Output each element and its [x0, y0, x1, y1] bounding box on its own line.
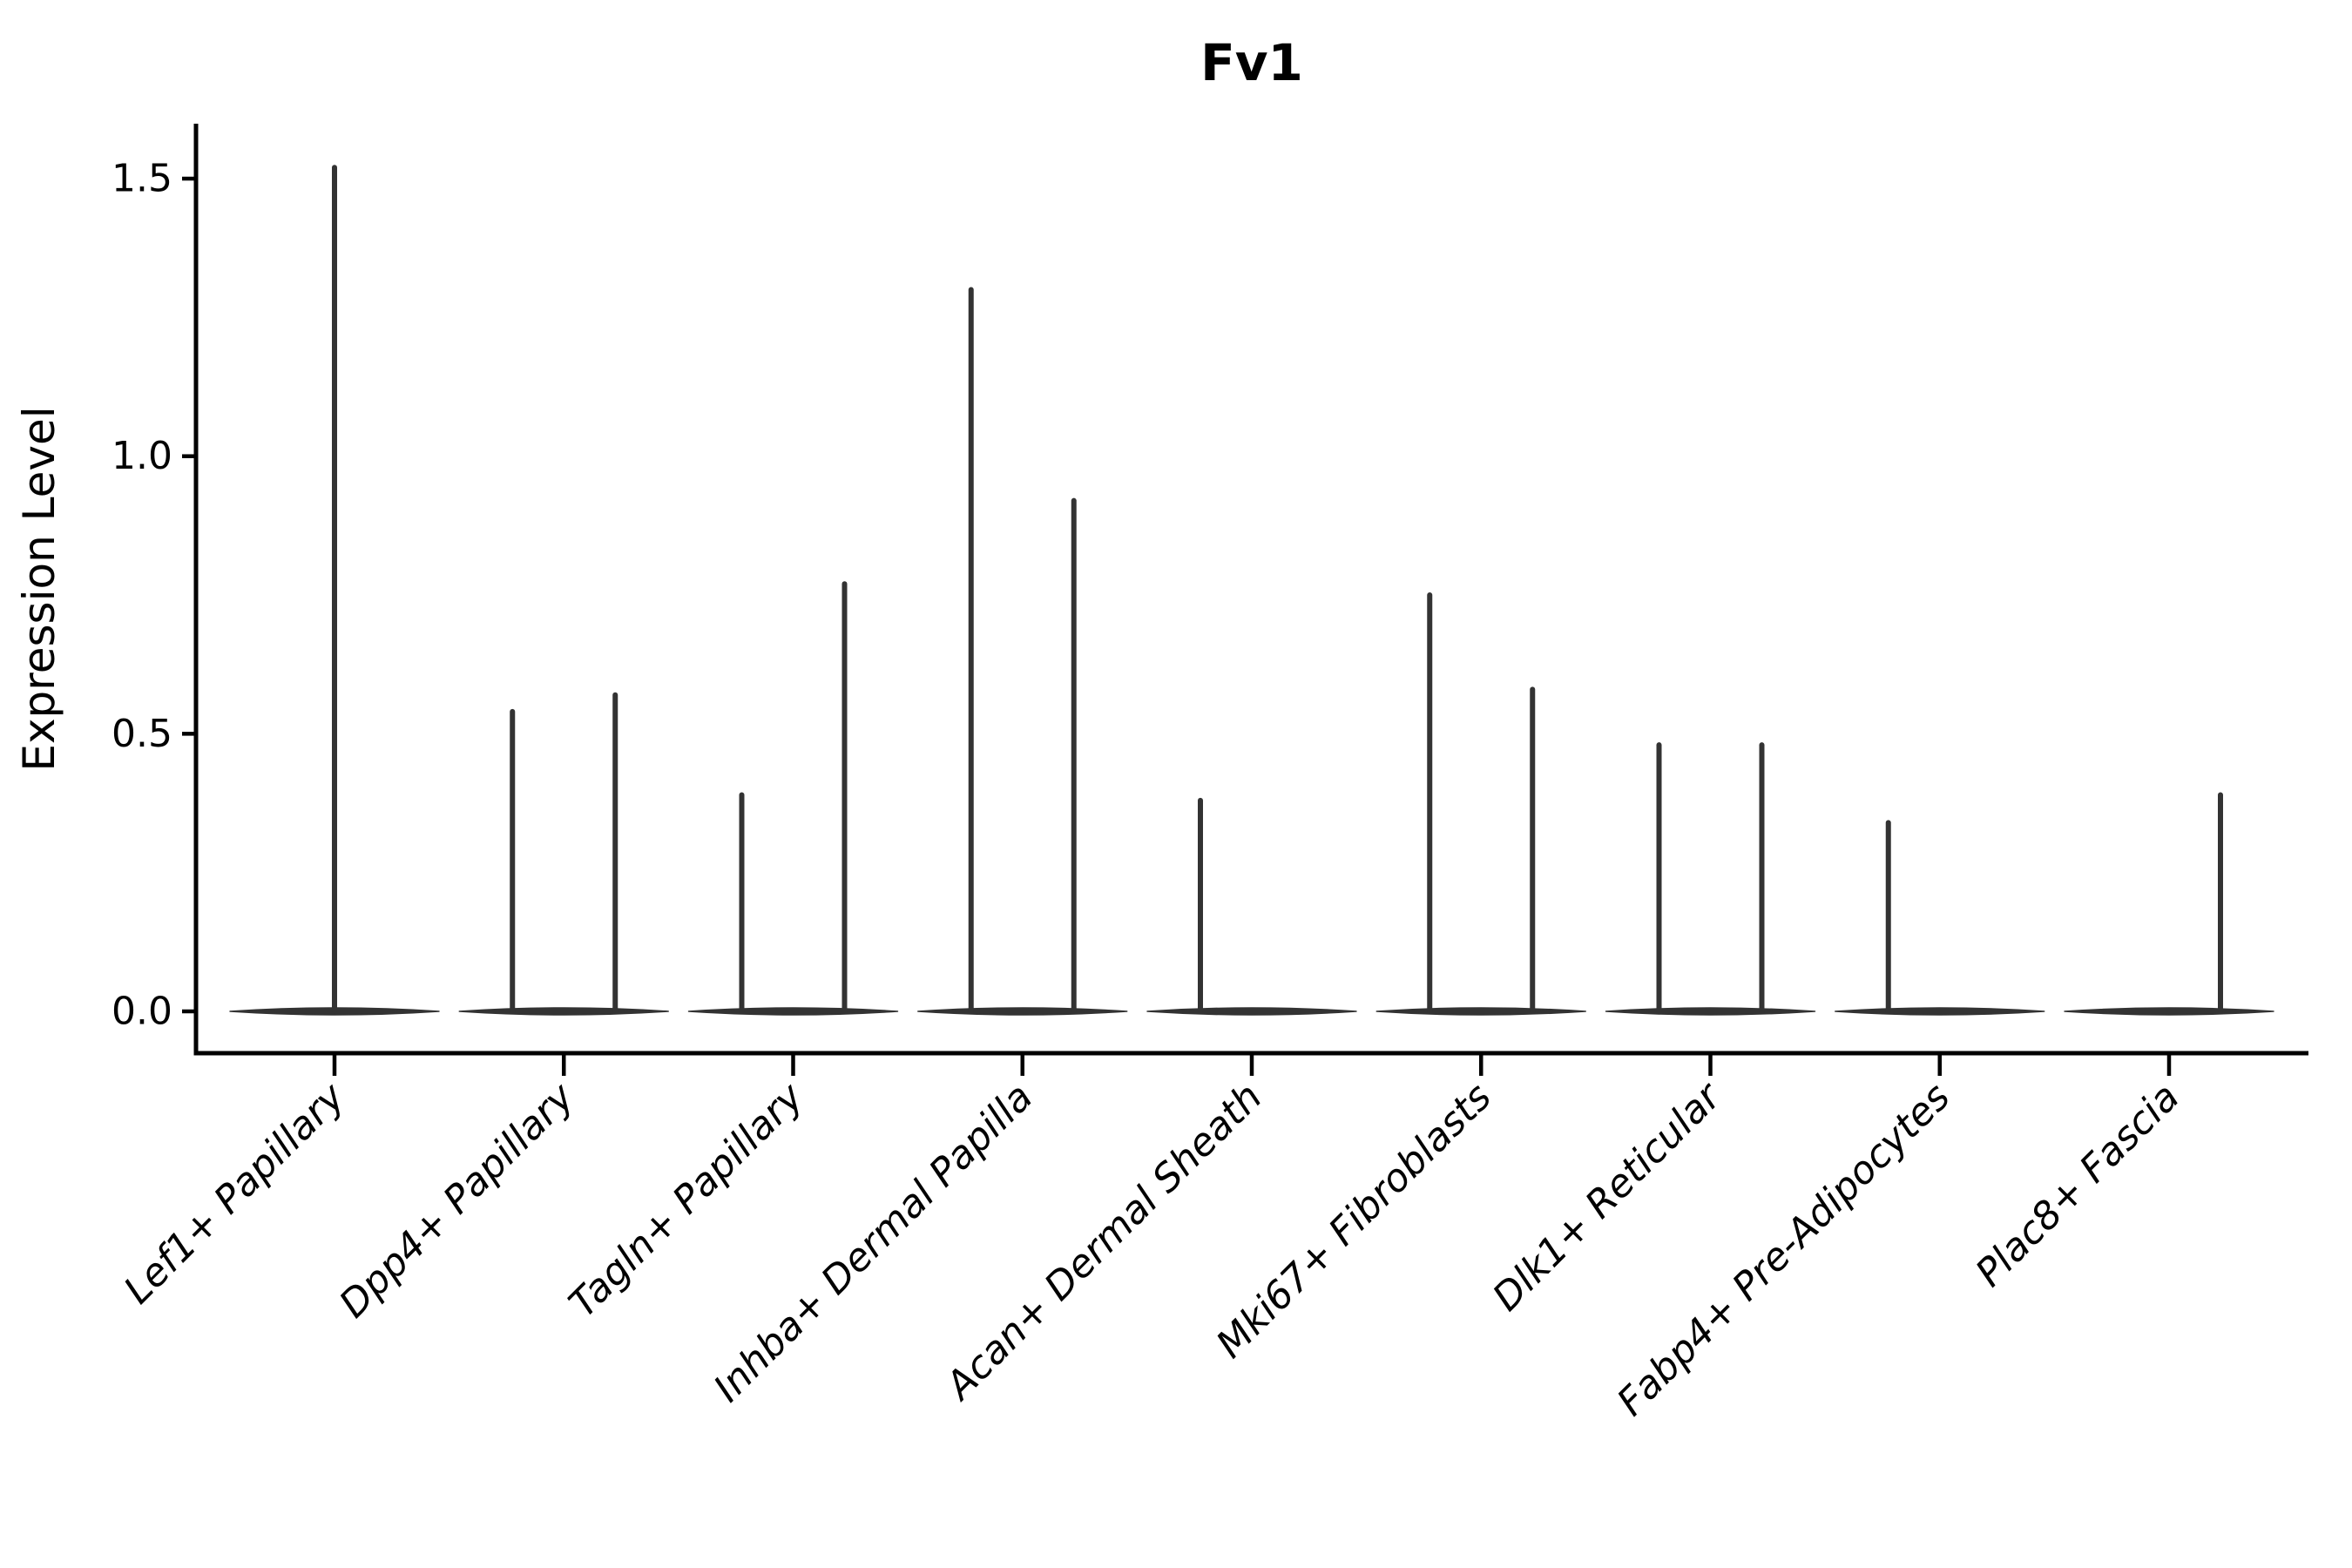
y-axis-label: Expression Level — [14, 406, 64, 771]
x-tick-label: Plac8+ Fascia — [1967, 1075, 2187, 1295]
violins-layer — [229, 165, 2274, 1016]
y-tick-label: 1.0 — [112, 434, 172, 478]
x-tick-label: Dpp4+ Papillary — [331, 1074, 584, 1327]
violin-base — [1375, 1007, 1586, 1016]
x-tick-label: Dlk1+ Reticular — [1484, 1073, 1731, 1320]
violin-base — [2064, 1007, 2274, 1016]
x-tick-label: Tagln+ Papillary — [561, 1074, 813, 1326]
y-tick-label: 0.0 — [112, 990, 172, 1034]
violin-base — [458, 1007, 669, 1016]
violin-base — [687, 1007, 899, 1016]
violin-base — [1835, 1007, 2045, 1016]
violin-base — [1605, 1007, 1816, 1016]
violin-base — [917, 1007, 1128, 1016]
chart-title: Fv1 — [1200, 33, 1303, 92]
y-tick-label: 1.5 — [112, 157, 172, 201]
y-tick-label: 0.5 — [112, 712, 172, 756]
violin-base — [1146, 1007, 1357, 1016]
y-axis-ticks: 1.5 1.0 0.5 0.0 — [112, 157, 196, 1034]
x-tick-label: Lef1+ Papillary — [116, 1074, 355, 1313]
